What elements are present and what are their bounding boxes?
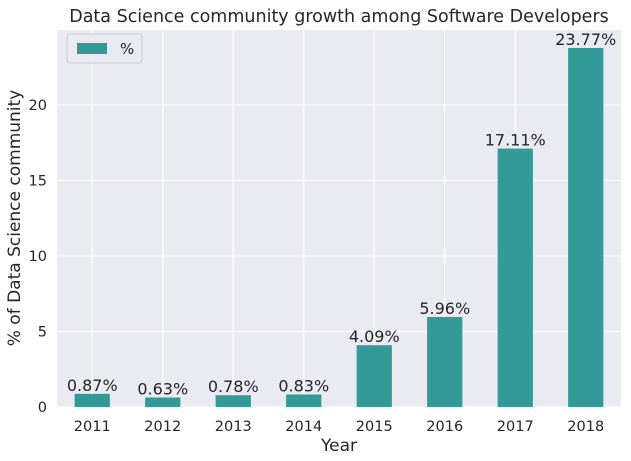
chart-title: Data Science community growth among Soft… [69,7,609,27]
x-tick-label: 2011 [74,419,111,435]
plot-background [57,30,621,407]
legend: % [66,33,143,64]
bar [356,345,392,407]
bar-value-label: 4.09% [349,327,400,346]
x-tick-label: 2017 [497,419,534,435]
bar [427,316,463,407]
y-tick-label: 20 [29,98,47,114]
bar [215,395,251,407]
x-tick-label: 2015 [356,419,393,435]
y-tick-labels: 0 5 10 15 20 [29,98,47,416]
y-tick-label: 0 [38,400,47,416]
x-tick-label: 2018 [567,419,604,435]
bar [74,393,110,407]
bar [497,148,533,408]
bar-value-label: 0.63% [137,379,188,398]
x-tick-label: 2012 [144,419,181,435]
bar-value-label: 0.83% [278,376,329,395]
bar-value-label: 0.78% [208,377,259,396]
y-tick-label: 10 [29,249,47,265]
y-tick-label: 15 [29,173,47,189]
bars [74,47,604,408]
bar-value-label: 0.87% [67,376,118,395]
bar-value-labels: 0.87% 0.63% 0.78% 0.83% 4.09% 5.96% 17.11% 23.7… [67,30,616,399]
legend-swatch [77,43,107,54]
x-tick-label: 2014 [285,419,322,435]
x-tick-label: 2016 [426,419,463,435]
x-tick-labels: 2011 2012 2013 2014 2015 2016 2017 2018 [74,419,604,435]
legend-label: % [120,40,134,58]
x-tick-label: 2013 [215,419,252,435]
bar-value-label: 23.77% [555,30,616,49]
bar [145,397,181,407]
bar-value-label: 5.96% [419,299,470,318]
bar [568,47,604,407]
x-axis-label: Year [320,436,357,456]
bar-value-label: 17.11% [485,131,546,150]
y-axis-label: % of Data Science community [5,90,25,347]
y-tick-label: 5 [38,324,47,340]
bar [286,394,322,407]
